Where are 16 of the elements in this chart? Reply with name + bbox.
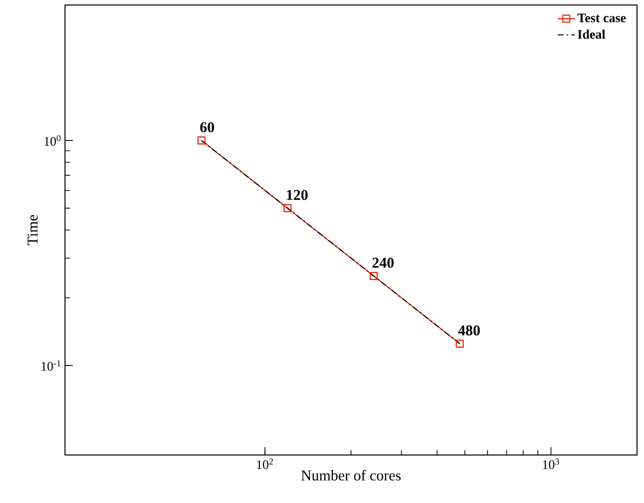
- x-tick-label: 10$^{2}$: [257, 458, 273, 469]
- annotation: 240: [372, 258, 394, 268]
- annotation: 480: [458, 325, 480, 336]
- point: [284, 204, 292, 212]
- annotation: 60: [200, 122, 214, 132]
- annotation: 120: [286, 190, 308, 200]
- point: [197, 136, 206, 144]
- legend-label: Ideal: [578, 30, 606, 39]
- y-axis-title: Time: [28, 215, 38, 246]
- point: [370, 272, 378, 280]
- x-tick-label: 10$^{3}$: [543, 458, 560, 469]
- point: [456, 340, 464, 348]
- legend-label: Test case: [578, 14, 626, 22]
- x-axis-title: Number of cores: [301, 470, 401, 481]
- y-tick-label: 10$^{-1}$: [42, 360, 60, 371]
- y-tick-label: 10$^{0}$: [44, 135, 61, 146]
